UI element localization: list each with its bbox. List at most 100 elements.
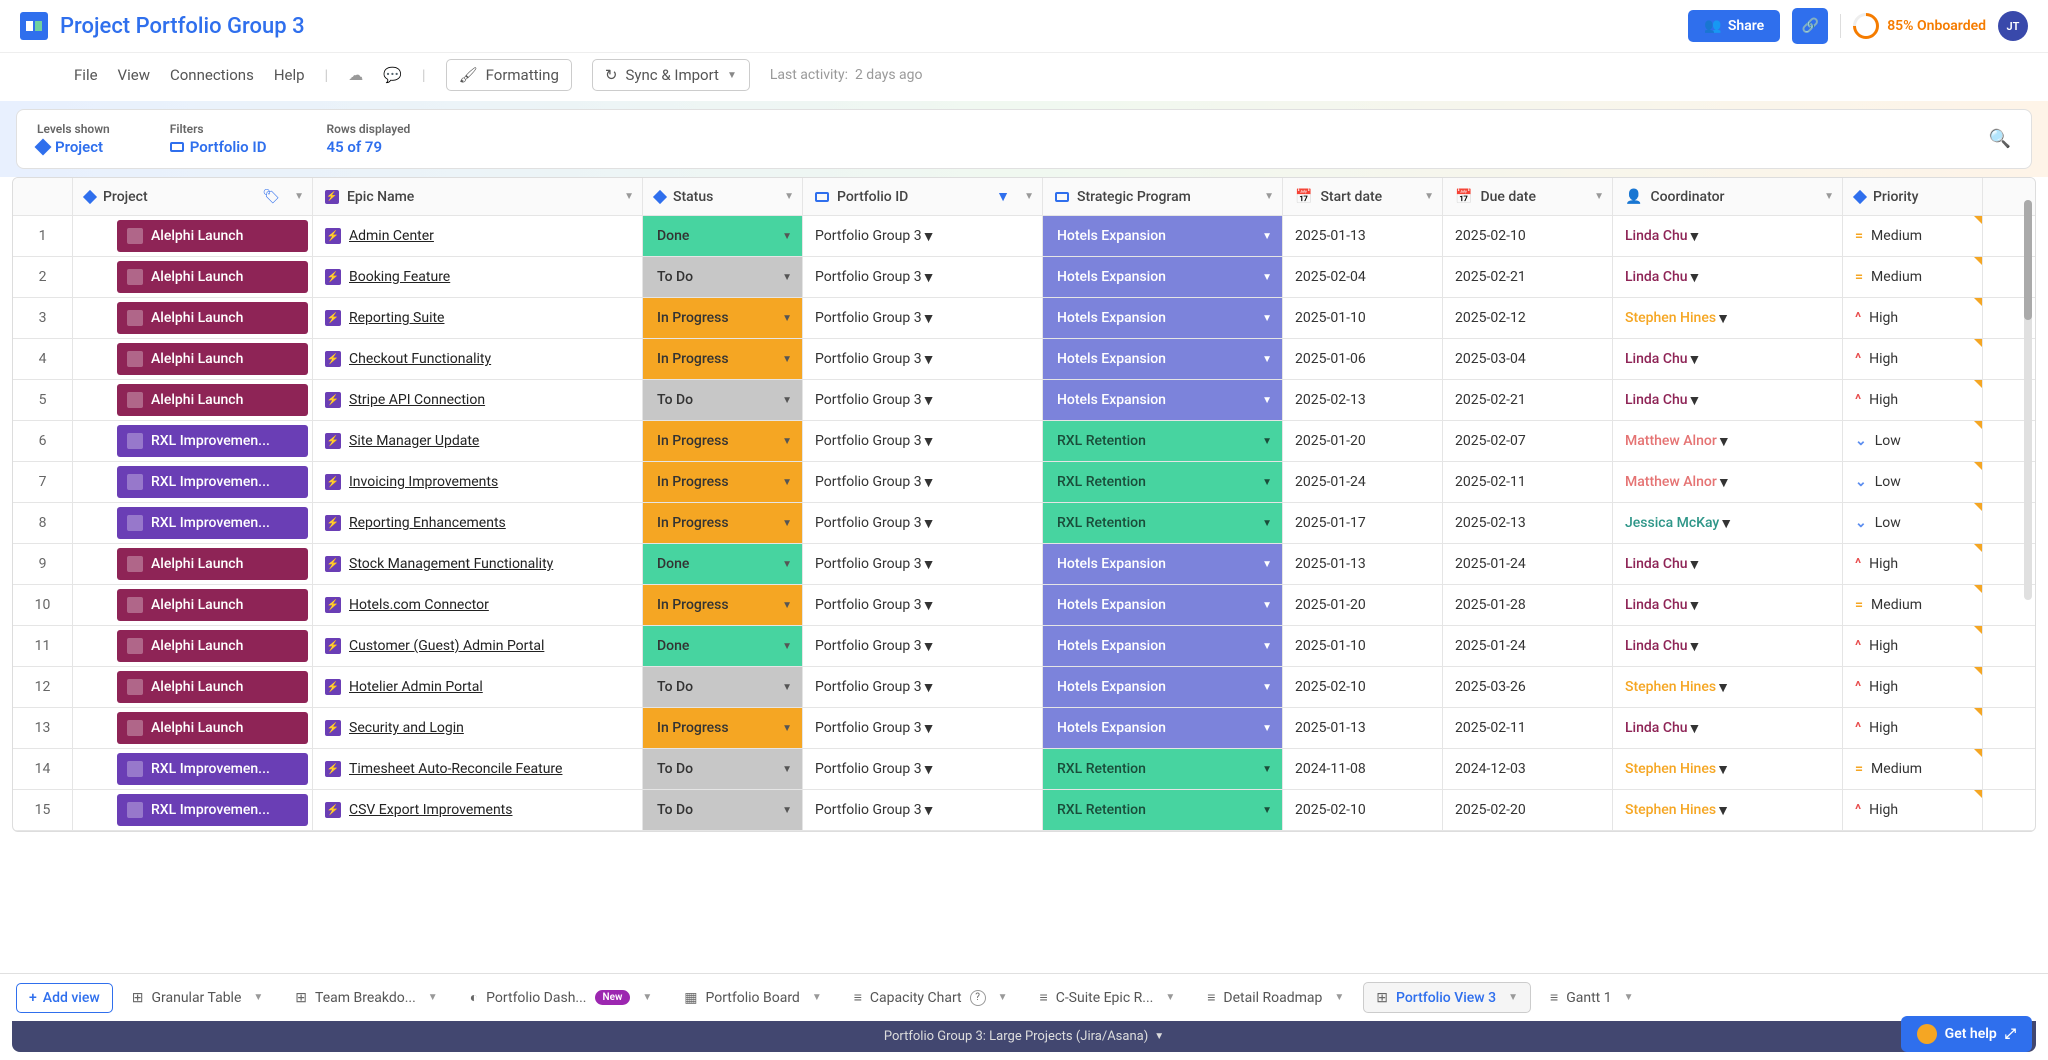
- cell-priority[interactable]: ^High: [1843, 339, 1983, 379]
- col-start-date[interactable]: 📅 Start date▼: [1283, 178, 1443, 215]
- cell-status[interactable]: To Do▼: [643, 749, 803, 789]
- cell-epic[interactable]: ⚡Reporting Suite: [313, 298, 643, 338]
- table-row[interactable]: 9Alelphi Launch⚡Stock Management Functio…: [13, 544, 2035, 585]
- get-help-button[interactable]: Get help ⤢: [1901, 1016, 2032, 1052]
- view-tab[interactable]: ⊞Portfolio View 3▼: [1363, 982, 1531, 1013]
- cell-coordinator[interactable]: Stephen Hines▼: [1613, 749, 1843, 789]
- cell-status[interactable]: Done▼: [643, 544, 803, 584]
- app-logo[interactable]: [20, 12, 48, 40]
- cell-priority[interactable]: ⌄Low: [1843, 421, 1983, 461]
- col-epic[interactable]: ⚡ Epic Name▼: [313, 178, 643, 215]
- view-tab[interactable]: ⊞Team Breakdo...▼: [282, 982, 450, 1013]
- cell-epic[interactable]: ⚡Stock Management Functionality: [313, 544, 643, 584]
- cell-status[interactable]: To Do▼: [643, 257, 803, 297]
- cell-project[interactable]: Alelphi Launch: [73, 585, 313, 625]
- cell-priority[interactable]: =Medium: [1843, 749, 1983, 789]
- view-tab[interactable]: ≡Gantt 1▼: [1537, 982, 1646, 1013]
- cell-due-date[interactable]: 2025-02-11: [1443, 708, 1613, 748]
- levels-shown[interactable]: Levels shown Project: [37, 122, 110, 156]
- scrollbar[interactable]: [2024, 200, 2032, 600]
- view-tab[interactable]: ≡Capacity Chart?▼: [841, 982, 1021, 1013]
- col-strategic[interactable]: Strategic Program▼: [1043, 178, 1283, 215]
- cell-portfolio[interactable]: Portfolio Group 3▼: [803, 790, 1043, 830]
- cell-start-date[interactable]: 2025-02-10: [1283, 667, 1443, 707]
- cell-strategic[interactable]: RXL Retention▼: [1043, 790, 1283, 830]
- cell-due-date[interactable]: 2025-02-11: [1443, 462, 1613, 502]
- cell-strategic[interactable]: RXL Retention▼: [1043, 462, 1283, 502]
- col-priority[interactable]: Priority: [1843, 178, 1983, 215]
- cell-status[interactable]: In Progress▼: [643, 339, 803, 379]
- view-tab[interactable]: ≡C-Suite Epic R...▼: [1027, 982, 1189, 1013]
- cell-portfolio[interactable]: Portfolio Group 3▼: [803, 708, 1043, 748]
- cell-coordinator[interactable]: Matthew Alnor▼: [1613, 421, 1843, 461]
- formatting-button[interactable]: 🖌 Formatting: [446, 59, 572, 91]
- cell-status[interactable]: Done▼: [643, 216, 803, 256]
- cell-due-date[interactable]: 2025-02-10: [1443, 216, 1613, 256]
- cell-start-date[interactable]: 2025-01-24: [1283, 462, 1443, 502]
- cell-strategic[interactable]: Hotels Expansion▼: [1043, 257, 1283, 297]
- cell-status[interactable]: In Progress▼: [643, 298, 803, 338]
- chevron-down-icon[interactable]: ▼: [1154, 1031, 1164, 1042]
- view-tab[interactable]: ≡Detail Roadmap▼: [1194, 982, 1357, 1013]
- cell-due-date[interactable]: 2025-01-28: [1443, 585, 1613, 625]
- cell-strategic[interactable]: RXL Retention▼: [1043, 421, 1283, 461]
- cell-project[interactable]: Alelphi Launch: [73, 708, 313, 748]
- cell-due-date[interactable]: 2025-02-07: [1443, 421, 1613, 461]
- cell-epic[interactable]: ⚡Hotelier Admin Portal: [313, 667, 643, 707]
- cell-epic[interactable]: ⚡Timesheet Auto-Reconcile Feature: [313, 749, 643, 789]
- cell-due-date[interactable]: 2025-03-26: [1443, 667, 1613, 707]
- cell-start-date[interactable]: 2025-01-17: [1283, 503, 1443, 543]
- cell-start-date[interactable]: 2025-02-10: [1283, 790, 1443, 830]
- cell-status[interactable]: In Progress▼: [643, 585, 803, 625]
- cell-epic[interactable]: ⚡Checkout Functionality: [313, 339, 643, 379]
- cell-coordinator[interactable]: Linda Chu▼: [1613, 585, 1843, 625]
- cell-epic[interactable]: ⚡CSV Export Improvements: [313, 790, 643, 830]
- sync-import-button[interactable]: ↻ Sync & Import ▼: [592, 59, 750, 91]
- comment-icon[interactable]: 💬: [383, 66, 402, 84]
- cell-strategic[interactable]: Hotels Expansion▼: [1043, 339, 1283, 379]
- table-row[interactable]: 6RXL Improvemen...⚡Site Manager UpdateIn…: [13, 421, 2035, 462]
- table-row[interactable]: 13Alelphi Launch⚡Security and LoginIn Pr…: [13, 708, 2035, 749]
- table-row[interactable]: 15RXL Improvemen...⚡CSV Export Improveme…: [13, 790, 2035, 831]
- cell-start-date[interactable]: 2025-01-06: [1283, 339, 1443, 379]
- cell-due-date[interactable]: 2025-02-12: [1443, 298, 1613, 338]
- cell-due-date[interactable]: 2025-02-21: [1443, 380, 1613, 420]
- cell-portfolio[interactable]: Portfolio Group 3▼: [803, 585, 1043, 625]
- cell-project[interactable]: RXL Improvemen...: [73, 462, 313, 502]
- cell-status[interactable]: To Do▼: [643, 667, 803, 707]
- cell-due-date[interactable]: 2025-01-24: [1443, 544, 1613, 584]
- cell-portfolio[interactable]: Portfolio Group 3▼: [803, 339, 1043, 379]
- menu-help[interactable]: Help: [274, 66, 305, 84]
- cell-priority[interactable]: ^High: [1843, 667, 1983, 707]
- col-due-date[interactable]: 📅 Due date▼: [1443, 178, 1613, 215]
- cell-epic[interactable]: ⚡Customer (Guest) Admin Portal: [313, 626, 643, 666]
- cell-project[interactable]: RXL Improvemen...: [73, 749, 313, 789]
- cell-strategic[interactable]: RXL Retention▼: [1043, 503, 1283, 543]
- cell-project[interactable]: Alelphi Launch: [73, 544, 313, 584]
- cell-coordinator[interactable]: Stephen Hines▼: [1613, 298, 1843, 338]
- cell-start-date[interactable]: 2025-01-10: [1283, 626, 1443, 666]
- cell-start-date[interactable]: 2025-01-13: [1283, 708, 1443, 748]
- cell-priority[interactable]: ^High: [1843, 708, 1983, 748]
- cell-start-date[interactable]: 2025-01-10: [1283, 298, 1443, 338]
- cell-due-date[interactable]: 2025-02-13: [1443, 503, 1613, 543]
- cell-portfolio[interactable]: Portfolio Group 3▼: [803, 626, 1043, 666]
- cell-due-date[interactable]: 2024-12-03: [1443, 749, 1613, 789]
- cell-start-date[interactable]: 2025-01-13: [1283, 216, 1443, 256]
- cell-portfolio[interactable]: Portfolio Group 3▼: [803, 667, 1043, 707]
- cell-strategic[interactable]: Hotels Expansion▼: [1043, 216, 1283, 256]
- cell-coordinator[interactable]: Linda Chu▼: [1613, 544, 1843, 584]
- menu-connections[interactable]: Connections: [170, 66, 254, 84]
- cell-priority[interactable]: =Medium: [1843, 216, 1983, 256]
- view-tab[interactable]: ⊞Granular Table▼: [119, 982, 277, 1013]
- filters[interactable]: Filters Portfolio ID: [170, 122, 267, 156]
- cell-status[interactable]: Done▼: [643, 626, 803, 666]
- cell-strategic[interactable]: Hotels Expansion▼: [1043, 298, 1283, 338]
- table-row[interactable]: 11Alelphi Launch⚡Customer (Guest) Admin …: [13, 626, 2035, 667]
- cell-due-date[interactable]: 2025-02-21: [1443, 257, 1613, 297]
- cell-epic[interactable]: ⚡Hotels.com Connector: [313, 585, 643, 625]
- cell-priority[interactable]: ⌄Low: [1843, 503, 1983, 543]
- cell-epic[interactable]: ⚡Admin Center: [313, 216, 643, 256]
- table-row[interactable]: 1Alelphi Launch⚡Admin CenterDone▼Portfol…: [13, 216, 2035, 257]
- cloud-icon[interactable]: ☁: [348, 66, 363, 84]
